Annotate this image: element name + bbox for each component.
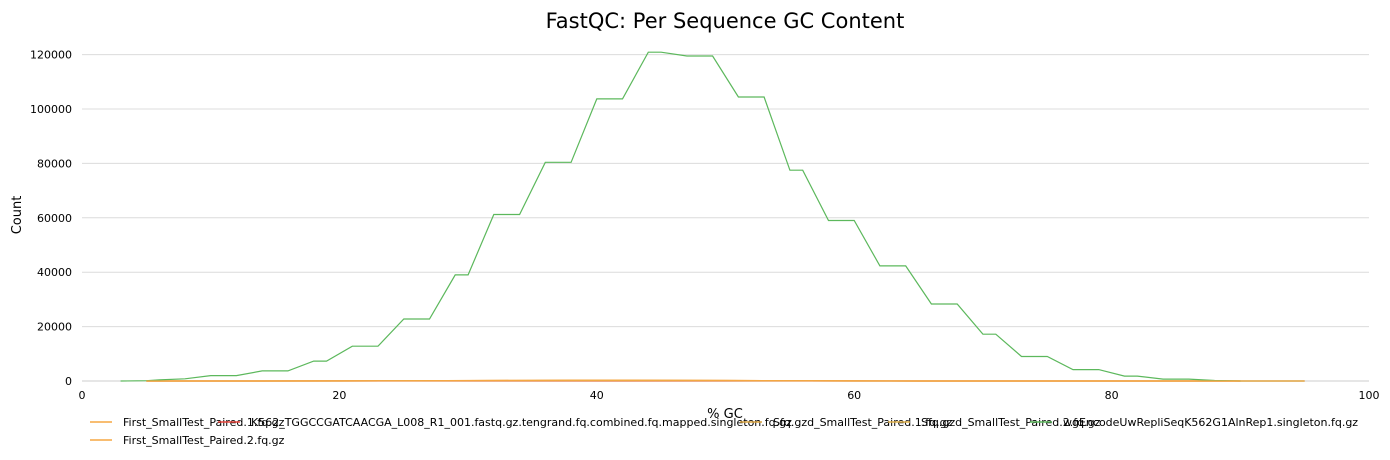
legend-label: Sfq.gzd_SmallTest_Paired.1.fq.gz [773, 416, 953, 429]
x-tick-label: 20 [332, 389, 346, 402]
legend-item-0[interactable]: First_SmallTest_Paired.1.fq.gz [90, 416, 285, 429]
y-tick-label: 0 [65, 375, 72, 388]
y-tick-label: 100000 [30, 103, 72, 116]
x-tick-label: 60 [847, 389, 861, 402]
series-line-4 [120, 51, 1241, 382]
legend-label: wgEncodeUwRepliSeqK562G1AlnRep1.singleto… [1063, 416, 1358, 429]
legend[interactable]: First_SmallTest_Paired.1.fq.gzK562_TGGCC… [90, 416, 1358, 447]
x-axis-label: % GC [707, 407, 743, 422]
y-tick-label: 40000 [37, 266, 72, 279]
legend-item-3[interactable]: Sfq.gzd_SmallTest_Paired.2.fq.gz [888, 416, 1101, 429]
legend-item-1[interactable]: K562_TGGCCGATCAACGA_L008_R1_001.fastq.gz… [218, 416, 792, 429]
legend-label: K562_TGGCCGATCAACGA_L008_R1_001.fastq.gz… [251, 416, 792, 429]
y-tick-label: 80000 [37, 157, 72, 170]
x-tick-label: 100 [1359, 389, 1380, 402]
y-tick-label: 20000 [37, 321, 72, 334]
y-axis-ticks: 0 20000 40000 60000 80000 100000 120000 [30, 49, 72, 388]
legend-label: First_SmallTest_Paired.2.fq.gz [123, 434, 285, 447]
series-lines [120, 51, 1305, 382]
legend-item-5[interactable]: First_SmallTest_Paired.2.fq.gz [90, 434, 285, 447]
legend-label: Sfq.gzd_SmallTest_Paired.2.fq.gz [921, 416, 1101, 429]
series-line-5 [146, 379, 1241, 382]
grid-lines [82, 54, 1369, 382]
chart-title: FastQC: Per Sequence GC Content [546, 9, 905, 33]
y-tick-label: 120000 [30, 49, 72, 62]
legend-label: First_SmallTest_Paired.1.fq.gz [123, 416, 285, 429]
y-tick-label: 60000 [37, 212, 72, 225]
x-tick-label: 0 [79, 389, 86, 402]
x-tick-label: 40 [590, 389, 604, 402]
x-axis-ticks: 0 20 40 60 80 100 [79, 389, 1380, 402]
legend-item-2[interactable]: Sfq.gzd_SmallTest_Paired.1.fq.gz [740, 416, 953, 429]
y-axis-label: Count [10, 196, 25, 235]
x-tick-label: 80 [1105, 389, 1119, 402]
legend-item-4[interactable]: wgEncodeUwRepliSeqK562G1AlnRep1.singleto… [1030, 416, 1358, 429]
